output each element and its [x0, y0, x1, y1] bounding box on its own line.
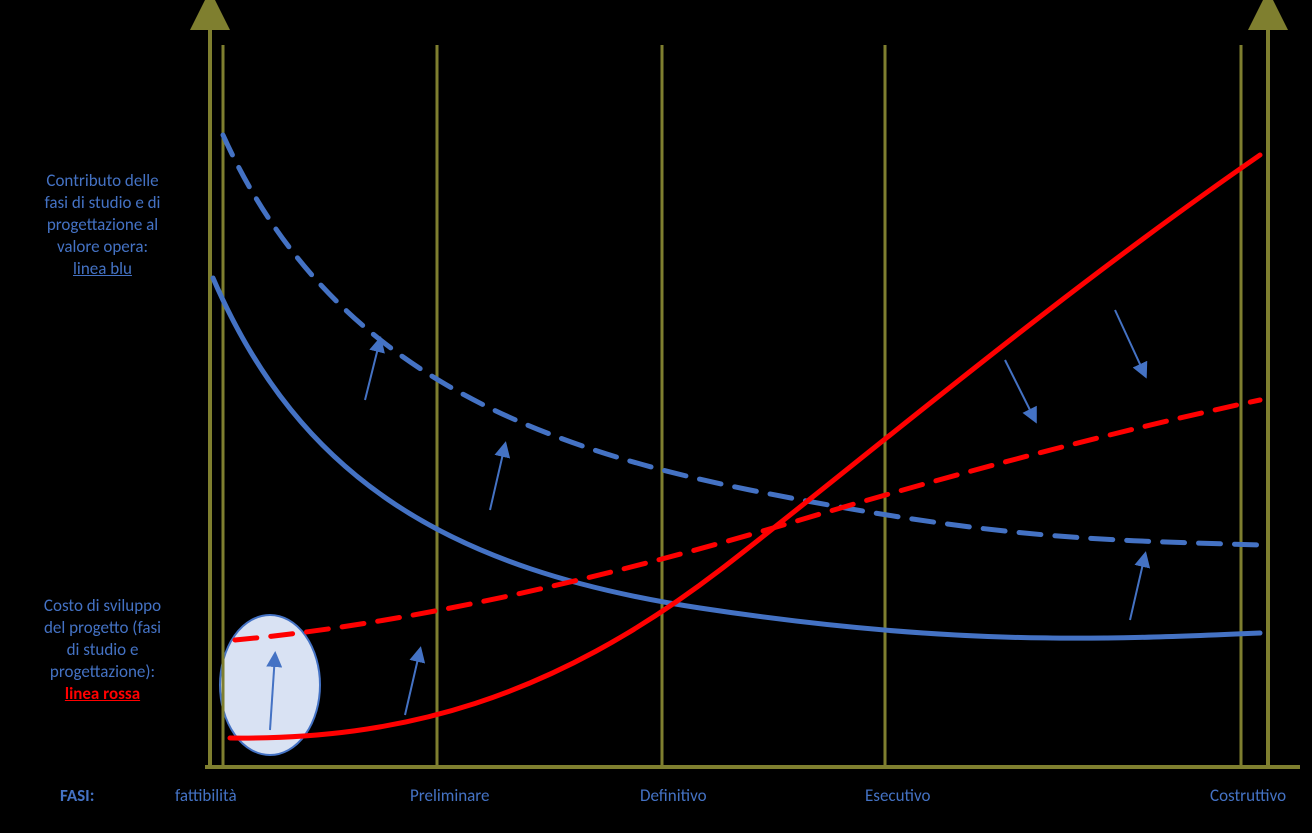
bottom-label-line: Costo di sviluppo: [5, 595, 200, 617]
bottom-label-line: di studio e: [5, 639, 200, 661]
phases-title: FASI:: [60, 785, 94, 806]
top-legend-label: Contributo dellefasi di studio e diproge…: [5, 170, 200, 280]
bottom-label-line: del progetto (fasi: [5, 617, 200, 639]
bottom-label-underline: linea rossa: [5, 683, 200, 705]
top-label-line: fasi di studio e di: [5, 192, 200, 214]
direction-arrow-5: [1005, 360, 1035, 420]
phase-label-2: Definitivo: [640, 785, 707, 806]
top-label-underline: linea blu: [5, 258, 200, 280]
chart-container: Contributo dellefasi di studio e diproge…: [0, 0, 1312, 828]
bottom-legend-label: Costo di sviluppodel progetto (fasidi st…: [5, 595, 200, 705]
blue-dashed-curve: [223, 135, 1260, 545]
direction-arrow-1: [405, 650, 420, 715]
top-label-line: progettazione al: [5, 214, 200, 236]
direction-arrow-6: [1115, 310, 1145, 375]
bottom-label-line: progettazione):: [5, 661, 200, 683]
phase-label-4: Costruttivo: [1210, 785, 1286, 806]
red-solid-curve: [230, 155, 1260, 738]
top-label-line: Contributo delle: [5, 170, 200, 192]
phase-label-1: Preliminare: [410, 785, 489, 806]
phase-label-3: Esecutivo: [865, 785, 931, 806]
red-dashed-curve: [235, 400, 1260, 640]
direction-arrow-4: [1130, 555, 1145, 620]
phase-label-0: fattibilità: [175, 785, 237, 806]
direction-arrow-2: [365, 340, 380, 400]
blue-solid-curve: [213, 278, 1260, 638]
direction-arrow-3: [490, 445, 505, 510]
top-label-line: valore opera:: [5, 236, 200, 258]
